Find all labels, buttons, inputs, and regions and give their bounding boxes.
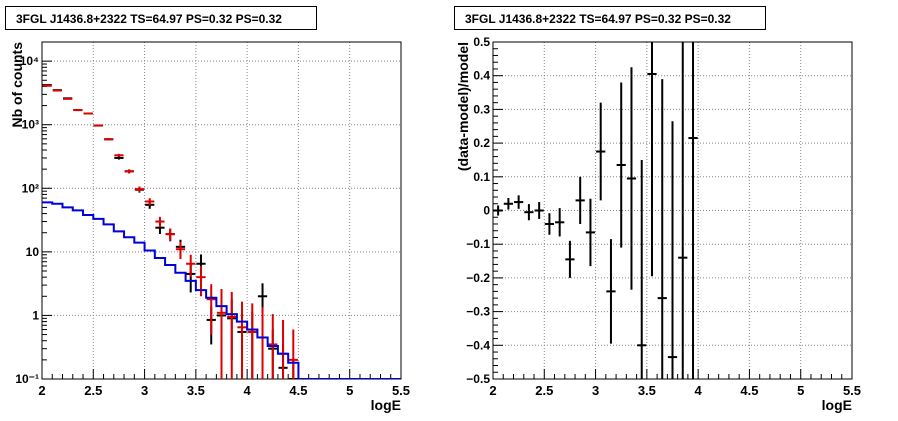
series-1-point: [83, 112, 93, 115]
x-tick-label: 4.5: [740, 383, 758, 398]
series-0-point: [493, 205, 503, 216]
y-tick-label: −0.2: [466, 271, 490, 285]
right-chart-title: 3FGL J1436.8+2322 TS=64.97 PS=0.32 PS=0.…: [454, 6, 766, 30]
left-panel: 3FGL J1436.8+2322 TS=64.97 PS=0.32 PS=0.…: [5, 6, 410, 413]
y-tick-label: 0.3: [473, 102, 490, 116]
x-tick-label: 2.5: [535, 383, 553, 398]
series-1-point: [145, 198, 155, 206]
x-tick-label: 2.5: [84, 383, 102, 398]
series-1-point: [134, 186, 145, 193]
series-0-point: [544, 213, 555, 235]
y-tick-label: 10³: [22, 118, 39, 132]
axis-ticks: [41, 41, 402, 380]
series-0-point: [575, 176, 585, 224]
x-tick-label: 4: [244, 383, 252, 398]
x-tick-label: 3.5: [638, 383, 656, 398]
plot-area: [493, 42, 698, 379]
series-1-point: [216, 289, 227, 379]
x-tick-label: 2: [489, 383, 496, 398]
series-0-point: [114, 156, 124, 160]
series-0-point: [596, 102, 606, 201]
y-tick-label: 0.1: [473, 170, 490, 184]
series-1-point: [104, 138, 114, 141]
y-tick-label: 10²: [22, 181, 39, 195]
x-tick-label: 5: [346, 383, 353, 398]
y-tick-label: 0.5: [473, 35, 490, 49]
y-tick-label: −0.1: [466, 237, 490, 251]
x-tick-label: 4.5: [289, 383, 307, 398]
series-0-point: [514, 195, 524, 209]
series-1-point: [247, 303, 257, 379]
series-0-point: [606, 239, 616, 344]
y-axis-label: (data-model)/model: [455, 42, 471, 171]
y-tick-label: −0.4: [466, 338, 490, 352]
series-1-point: [52, 89, 63, 92]
y-tick-label: 1: [32, 308, 39, 322]
x-tick-label: 3.5: [187, 383, 205, 398]
series-1-point: [155, 216, 165, 228]
series-0-point: [678, 42, 688, 379]
series-0-point: [524, 204, 534, 221]
y-tick-label: 0: [483, 204, 490, 218]
y-axis-label: Nb of counts: [9, 42, 25, 128]
series-1-point: [237, 301, 247, 379]
series-0-point: [667, 121, 678, 379]
y-tick-label: 10⁴: [20, 54, 39, 68]
series-0-point: [565, 240, 575, 278]
series-1-point: [124, 169, 134, 174]
left-chart-title: 3FGL J1436.8+2322 TS=64.97 PS=0.32 PS=0.…: [5, 6, 317, 30]
x-tick-label: 2: [38, 383, 45, 398]
series-1-point: [114, 153, 124, 157]
series-0-point: [616, 82, 626, 248]
series-1-point: [42, 84, 52, 87]
series-1-point: [73, 109, 83, 112]
counts-chart: 2 2.5 3 3.5 4 4.5 5 5.5 10⁻¹ 1 10 10² 10³ 10⁴ logE Nb o…: [9, 41, 410, 413]
series-0-point: [503, 198, 514, 210]
x-axis-label: logE: [822, 397, 852, 413]
y-tick-label: −0.5: [466, 372, 490, 386]
series-1-point: [186, 254, 196, 278]
axis-ticks: [492, 41, 853, 380]
residuals-chart: 2 2.5 3 3.5 4 4.5 5 5.5 −0.5 −0.4 −0.3 −0.2 −0.1 0 0.1…: [455, 35, 861, 413]
series-0-point: [688, 42, 698, 379]
series-1-point: [165, 228, 175, 242]
grid-lines: [42, 42, 401, 379]
series-0-point: [585, 198, 596, 267]
right-panel: 3FGL J1436.8+2322 TS=64.97 PS=0.32 PS=0.…: [449, 0, 898, 421]
series-1-point: [63, 97, 73, 100]
y-tick-label: 10: [26, 245, 40, 259]
series-0-point: [534, 202, 544, 219]
y-tick-label: 0.2: [473, 136, 490, 150]
y-tick-label: 0.4: [473, 69, 490, 83]
model-step-line: [42, 201, 401, 379]
series-0-point: [637, 159, 647, 379]
x-tick-label: 3: [141, 383, 148, 398]
x-tick-label: 5: [797, 383, 804, 398]
x-tick-label: 5.5: [843, 383, 861, 398]
grid-lines: [493, 42, 852, 379]
y-tick-label: 10⁻¹: [15, 372, 39, 386]
series-1-point: [227, 291, 237, 379]
series-1-point: [206, 284, 216, 335]
plot-area: [42, 84, 401, 379]
x-tick-label: 5.5: [392, 383, 410, 398]
series-1-point: [93, 124, 104, 127]
series-1-point: [196, 265, 206, 297]
series-0-point: [555, 208, 565, 237]
series-1-point: [278, 319, 288, 379]
series-0-point: [647, 42, 657, 277]
series-0-point: [657, 79, 667, 379]
x-tick-label: 4: [695, 383, 703, 398]
series-1-point: [257, 307, 268, 379]
series-1-point: [175, 241, 186, 260]
series-0-point: [626, 67, 637, 290]
y-tick-label: −0.3: [466, 305, 490, 319]
x-tick-label: 3: [592, 383, 599, 398]
x-axis-label: logE: [371, 397, 401, 413]
series-1-point: [288, 329, 298, 379]
